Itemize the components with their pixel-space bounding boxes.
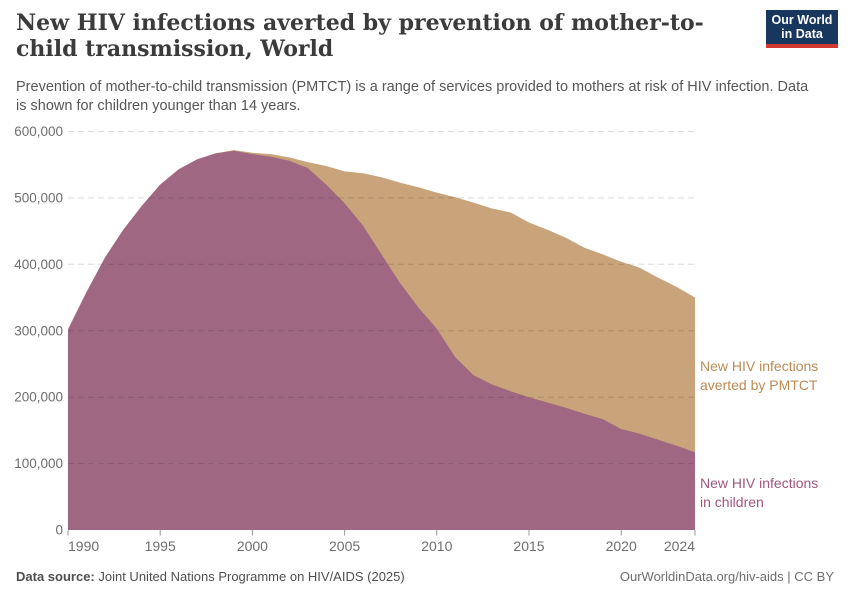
footer-links: OurWorldinData.org/hiv-aids | CC BY bbox=[620, 569, 834, 584]
area-infections-in-children[interactable] bbox=[68, 150, 695, 531]
x-axis-label-2010: 2010 bbox=[421, 538, 452, 554]
owid-logo-line1: Our World bbox=[771, 13, 833, 27]
y-axis-label-400000: 400,000 bbox=[14, 257, 63, 272]
legend-averted-line1: New HIV infections bbox=[700, 358, 819, 374]
y-axis-label-200000: 200,000 bbox=[14, 390, 63, 405]
data-source-label: Data source: bbox=[16, 568, 95, 584]
owid-logo[interactable]: Our World in Data bbox=[766, 10, 838, 48]
legend-children-line1: New HIV infections bbox=[700, 475, 819, 491]
data-source: Data source: Joint United Nations Progra… bbox=[16, 569, 405, 584]
x-axis-label-2020: 2020 bbox=[606, 538, 637, 554]
x-axis-label-2000: 2000 bbox=[237, 538, 268, 554]
owid-url-link[interactable]: OurWorldinData.org/hiv-aids bbox=[619, 568, 784, 584]
x-axis-label-1995: 1995 bbox=[145, 538, 176, 554]
y-axis-label-0: 0 bbox=[55, 523, 63, 538]
license-link[interactable]: CC BY bbox=[794, 568, 834, 584]
owid-logo-line2: in Data bbox=[781, 27, 823, 41]
legend-infections-in-children[interactable]: New HIV infections in children bbox=[700, 474, 850, 512]
legend-averted-by-pmtct[interactable]: New HIV infections averted by PMTCT bbox=[700, 357, 850, 395]
x-axis-label-2015: 2015 bbox=[513, 538, 544, 554]
chart-footer: Data source: Joint United Nations Progra… bbox=[16, 566, 834, 586]
y-axis-label-100000: 100,000 bbox=[14, 456, 63, 471]
x-axis-label-2005: 2005 bbox=[329, 538, 360, 554]
y-axis-label-300000: 300,000 bbox=[14, 323, 63, 338]
legend-averted-line2: averted by PMTCT bbox=[700, 377, 818, 393]
y-axis-label-500000: 500,000 bbox=[14, 190, 63, 205]
x-axis-label-2024: 2024 bbox=[664, 538, 695, 554]
y-axis-label-600000: 600,000 bbox=[14, 124, 63, 139]
data-source-value: Joint United Nations Programme on HIV/AI… bbox=[94, 568, 405, 584]
footer-separator: | bbox=[783, 568, 795, 584]
x-axis-label-1990: 1990 bbox=[68, 538, 99, 554]
page-title: New HIV infections averted by prevention… bbox=[16, 10, 704, 62]
chart-subtitle: Prevention of mother-to-child transmissi… bbox=[16, 79, 809, 114]
legend-children-line2: in children bbox=[700, 494, 764, 510]
